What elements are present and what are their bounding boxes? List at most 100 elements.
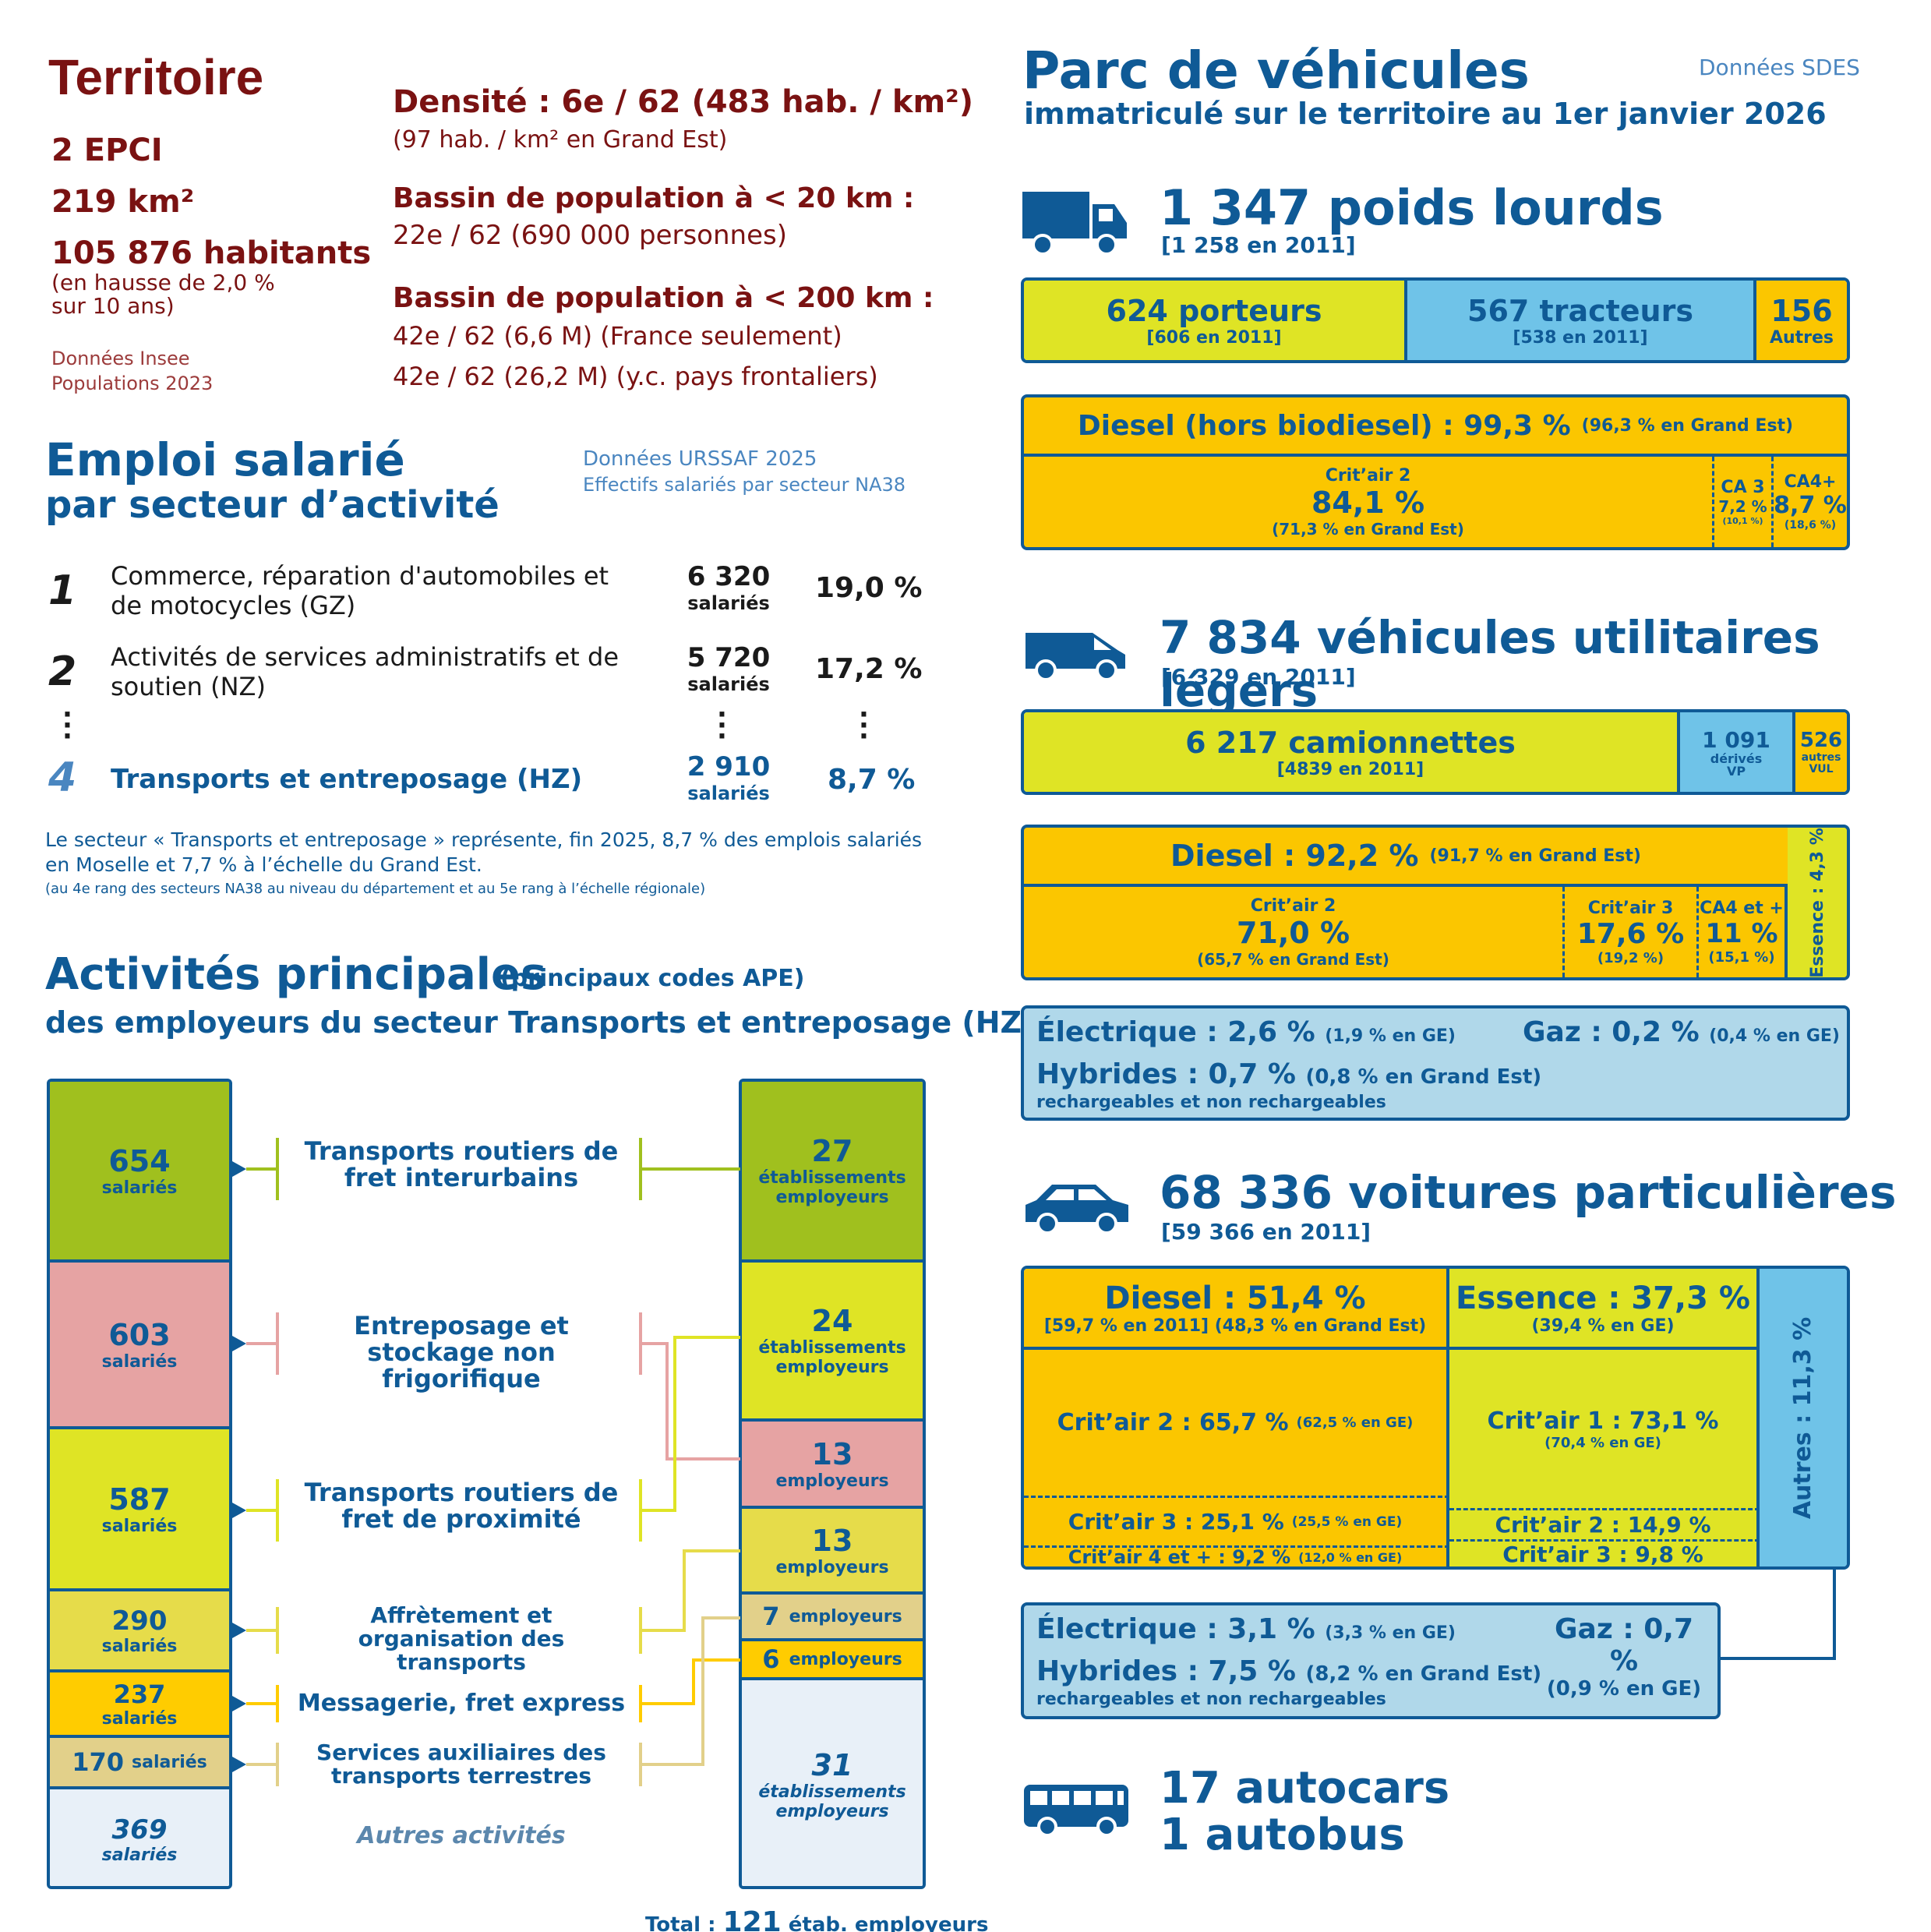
vul-electrique: Électrique : 2,6 % (1,9 % en GE) bbox=[1036, 1016, 1456, 1048]
pl-porteurs: 624 porteurs [606 en 2011] bbox=[1024, 281, 1407, 360]
pl-title: 1 347 poids lourds bbox=[1160, 179, 1664, 236]
sector-4-count: 2 910 bbox=[687, 751, 771, 782]
urssaf-source: Données URSSAF 2025 bbox=[583, 447, 817, 471]
vp-title: 68 336 voitures particulières bbox=[1160, 1166, 1897, 1219]
activity-label-7: Autres activités bbox=[357, 1822, 566, 1849]
sector-2-count: 5 720 bbox=[687, 642, 771, 673]
sector-2-pct: 17,2 % bbox=[815, 653, 923, 685]
vp-diesel-critair-2: Crit’air 2 : 65,7 % (62,5 % en GE) bbox=[1024, 1350, 1449, 1498]
truck-icon bbox=[1022, 192, 1127, 256]
salaries-cell: 170 salariés bbox=[50, 1738, 229, 1789]
sector-4-unit: salariés bbox=[687, 782, 770, 804]
autocars-count: 17 autocars bbox=[1160, 1763, 1450, 1814]
bassin-200-fr: 42e / 62 (6,6 M) (France seulement) bbox=[393, 321, 842, 351]
activites-title-sub: (principaux codes APE) bbox=[500, 965, 805, 992]
emploi-note-small: (au 4e rang des secteurs NA38 au niveau … bbox=[45, 881, 706, 897]
etablissements-column: 27 établissements employeurs 24 établissem… bbox=[739, 1079, 926, 1889]
pl-tracteurs: 567 tracteurs [538 en 2011] bbox=[1407, 281, 1756, 360]
vp-electrique: Électrique : 3,1 % (3,3 % en GE) bbox=[1036, 1613, 1456, 1645]
sector-1-label: Commerce, réparation d'automobiles et de… bbox=[111, 561, 609, 620]
pl-types-box: 624 porteurs [606 en 2011] 567 tracteurs[… bbox=[1021, 277, 1850, 363]
vul-prev: [6 329 en 2011] bbox=[1161, 664, 1356, 690]
vul-ca4: CA4 et +11 % (15,1 %) bbox=[1699, 887, 1788, 977]
vp-gaz: Gaz : 0,7 % (0,9 % en GE) bbox=[1546, 1613, 1702, 1701]
pl-ca4: CA4+ 8,7 % (18,6 %) bbox=[1774, 472, 1847, 532]
salaries-cell: 654 salariés bbox=[50, 1082, 229, 1263]
bassin-200-all: 42e / 62 (26,2 M) (y.c. pays frontaliers… bbox=[393, 362, 878, 391]
activity-label-2: Entreposage et stockage non frigorifique bbox=[354, 1311, 569, 1393]
vp-autres: Autres : 11,3 % bbox=[1760, 1269, 1847, 1566]
vp-hybrides: Hybrides : 7,5 % (8,2 % en Grand Est) bbox=[1036, 1655, 1542, 1687]
activity-label-3: Transports routiers de fret de proximité bbox=[304, 1478, 619, 1534]
sector-4-label: Transports et entreposage (HZ) bbox=[111, 764, 583, 795]
emploi-note: Le secteur « Transports et entreposage »… bbox=[45, 828, 923, 876]
activity-label-4: Affrètement et organisation des transpor… bbox=[358, 1602, 565, 1675]
parc-subtitle: immatriculé sur le territoire au 1er jan… bbox=[1024, 97, 1827, 131]
etab-cell: 31 établissements employeurs bbox=[742, 1680, 923, 1886]
vul-hybrides: Hybrides : 0,7 % (0,8 % en Grand Est) bbox=[1036, 1058, 1542, 1090]
densite-ge: (97 hab. / km² en Grand Est) bbox=[393, 126, 728, 154]
activites-title: Activités principales bbox=[45, 949, 547, 1000]
salaries-cell: 587 salariés bbox=[50, 1429, 229, 1591]
vp-essence: Essence : 37,3 % (39,4 % en GE) bbox=[1449, 1269, 1760, 1350]
rank-2: 2 bbox=[48, 648, 77, 695]
urssaf-source-detail: Effectifs salariés par secteur NA38 bbox=[583, 474, 906, 496]
vp-essence-critair-3: Crit’air 3 : 9,8 % bbox=[1449, 1542, 1760, 1566]
pl-critair-2: Crit’air 2 84,1 % (71,3 % en Grand Est) bbox=[1024, 457, 1714, 547]
sector-1-unit: salariés bbox=[687, 592, 770, 614]
pl-ca3: CA 3 7,2 % (10,1 %) bbox=[1714, 457, 1774, 547]
vp-diesel-critair-3: Crit’air 3 : 25,1 % (25,5 % en GE) bbox=[1024, 1498, 1449, 1548]
vp-diesel: Diesel : 51,4 % [59,7 % en 2011] (48,3 % … bbox=[1024, 1269, 1449, 1350]
vp-prev: [59 366 en 2011] bbox=[1161, 1219, 1371, 1245]
etab-cell: 24 établissements employeurs bbox=[742, 1263, 923, 1422]
etab-cell: 13 employeurs bbox=[742, 1509, 923, 1595]
surface: 219 km² bbox=[51, 184, 195, 220]
total-etab: Total : 121 étab. employeurs bbox=[645, 1906, 989, 1932]
bassin-20: Bassin de population à < 20 km : bbox=[393, 182, 915, 214]
territoire-title: Territoire bbox=[48, 49, 264, 105]
bassin-20-val: 22e / 62 (690 000 personnes) bbox=[393, 220, 787, 251]
vp-essence-critair-2: Crit’air 2 : 14,9 % bbox=[1449, 1510, 1760, 1542]
activity-label-5: Messagerie, fret express bbox=[297, 1690, 626, 1717]
vul-hybrides-sub: rechargeables et non rechargeables bbox=[1036, 1093, 1386, 1112]
vul-critair-3: Crit’air 3 17,6 % (19,2 %) bbox=[1565, 887, 1699, 977]
etab-cell: 13 employeurs bbox=[742, 1422, 923, 1509]
activity-label-6: Services auxiliaires des transports terr… bbox=[316, 1740, 606, 1789]
autobus-count: 1 autobus bbox=[1160, 1810, 1405, 1860]
salaries-cell: 237 salariés bbox=[50, 1672, 229, 1738]
etab-cell: 27 établissements employeurs bbox=[742, 1082, 923, 1263]
pl-prev: [1 258 en 2011] bbox=[1161, 232, 1356, 258]
densite: Densité : 6e / 62 (483 hab. / km²) bbox=[393, 84, 973, 120]
vp-hybrides-sub: rechargeables et non rechargeables bbox=[1036, 1690, 1386, 1709]
activites-subtitle: des employeurs du secteur Transports et … bbox=[45, 1005, 1036, 1040]
sdes-source: Données SDES bbox=[1699, 55, 1860, 80]
parc-title: Parc de véhicules bbox=[1022, 41, 1530, 101]
vp-essence-critair-1: Crit’air 1 : 73,1 % (70,4 % en GE) bbox=[1449, 1350, 1760, 1510]
vul-essence: Essence : 4,3 % bbox=[1788, 828, 1847, 977]
etab-cell: 6 employeurs bbox=[742, 1641, 923, 1680]
activity-label-1: Transports routiers de fret interurbains bbox=[304, 1136, 619, 1192]
rank-1: 1 bbox=[48, 567, 77, 614]
insee-source: Données Insee Populations 2023 bbox=[51, 348, 214, 394]
rank-4: 4 bbox=[48, 754, 77, 801]
habitants: 105 876 habitants bbox=[51, 235, 372, 271]
vp-autres-energies: Électrique : 3,1 % (3,3 % en GE) Gaz : 0… bbox=[1021, 1602, 1721, 1719]
vul-critair-2: Crit’air 2 71,0 % (65,7 % en Grand Est) bbox=[1024, 887, 1565, 977]
vul-camionnettes: 6 217 camionnettes [4839 en 2011] bbox=[1024, 712, 1680, 792]
sector-1-pct: 19,0 % bbox=[815, 572, 923, 604]
sector-4-pct: 8,7 % bbox=[828, 764, 916, 796]
pl-autres: 156 Autres bbox=[1756, 281, 1847, 360]
habitants-hausse: (en hausse de 2,0 % sur 10 ans) bbox=[51, 270, 275, 319]
emploi-title: Emploi salarié bbox=[45, 433, 405, 486]
etab-cell: 7 employeurs bbox=[742, 1595, 923, 1641]
sector-2-label: Activités de services administratifs et … bbox=[111, 642, 619, 701]
vul-diesel: Diesel : 92,2 % (91,7 % en Grand Est) bbox=[1024, 828, 1788, 887]
vp-diesel-critair-4: Crit’air 4 et + : 9,2 % (12,0 % en GE) bbox=[1024, 1546, 1449, 1566]
sector-1-count: 6 320 bbox=[687, 561, 771, 592]
salaries-cell: 603 salariés bbox=[50, 1263, 229, 1429]
salaries-cell: 369 salariés bbox=[50, 1789, 229, 1886]
pl-energie-box: Diesel (hors biodiesel) : 99,3 % (96,3 % … bbox=[1021, 394, 1850, 550]
vul-title: 7 834 véhicules utilitaires légers bbox=[1160, 611, 1820, 717]
